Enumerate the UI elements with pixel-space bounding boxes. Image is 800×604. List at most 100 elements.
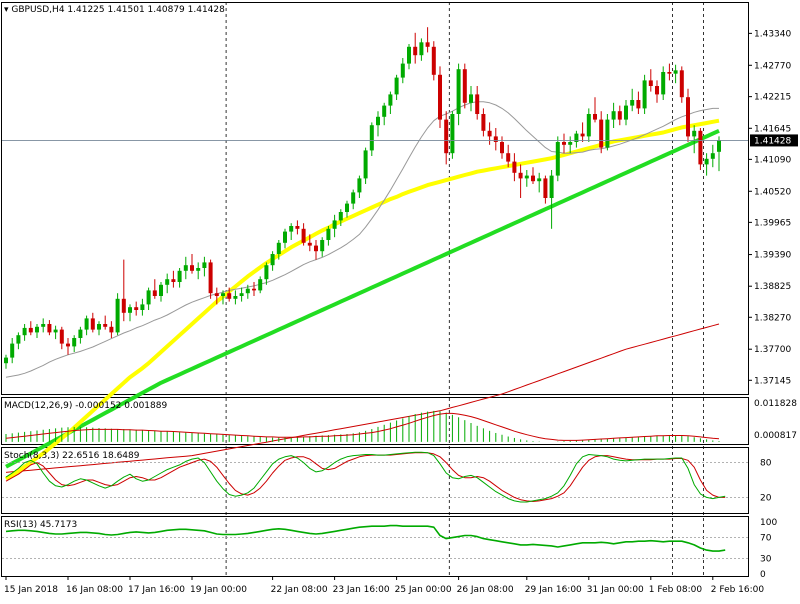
candle-body <box>518 172 523 179</box>
rsi-y-label: 30 <box>760 554 772 564</box>
candle-body <box>345 203 349 212</box>
ma-red-line <box>5 323 720 473</box>
y-tick-label: 1.41645 <box>754 124 791 134</box>
candle-body <box>202 262 207 268</box>
x-tick-label: 26 Jan 08:00 <box>457 585 514 595</box>
macd-pane-title: MACD(12,26,9) -0.000152 0.001889 <box>4 401 167 411</box>
candle-body <box>642 80 647 109</box>
candle-body <box>140 304 145 310</box>
candle-body <box>425 42 430 47</box>
y-tick-label: 1.40520 <box>754 187 791 197</box>
candle-body <box>276 242 281 254</box>
x-tick-label: 19 Jan 00:00 <box>190 585 247 595</box>
candle-body <box>190 265 194 271</box>
candle-body <box>543 178 548 198</box>
candle-body <box>605 119 610 148</box>
candle-body <box>611 111 616 120</box>
candle-body <box>586 114 591 137</box>
candle-body <box>245 288 250 294</box>
x-tick-label: 22 Jan 08:00 <box>271 585 328 595</box>
candle-body <box>661 72 666 95</box>
candle-body <box>679 70 684 98</box>
candle-body <box>673 70 678 74</box>
candle-body <box>431 46 436 75</box>
candle-body <box>258 279 263 291</box>
candle-body <box>134 307 139 310</box>
candle-body <box>326 228 331 240</box>
candle-body <box>438 74 442 120</box>
candle-body <box>35 326 39 333</box>
candle-body <box>128 307 132 313</box>
candle-body <box>524 175 529 179</box>
price-pane-title: ▾ GBPUSD,H4 1.41225 1.41501 1.40879 1.41… <box>4 5 225 15</box>
candle-body <box>655 86 659 95</box>
candle-body <box>121 298 126 313</box>
candle-body <box>314 245 318 252</box>
macd-signal-line <box>5 412 720 441</box>
candle-body <box>369 125 374 151</box>
candle-body <box>47 324 52 333</box>
candle-body <box>487 130 492 137</box>
candle-body <box>320 240 325 252</box>
y-tick-label: 1.37145 <box>754 376 791 386</box>
rsi-y-label: 70 <box>760 534 772 544</box>
candle-body <box>692 130 697 137</box>
last-price-tag <box>750 134 798 147</box>
candle-body <box>382 105 387 117</box>
candle-body <box>53 329 58 333</box>
candle-body <box>531 175 535 182</box>
candle-body <box>580 133 585 137</box>
candle-body <box>667 72 672 74</box>
last-price-label: 1.41428 <box>754 136 791 146</box>
candle-body <box>450 114 455 154</box>
candle-body <box>698 130 703 165</box>
candle-body <box>233 296 238 299</box>
candle-body <box>549 175 554 198</box>
candle-body <box>456 69 461 114</box>
candle-body <box>221 293 225 296</box>
candle-body <box>289 226 294 232</box>
candle-body <box>351 192 356 204</box>
candle-body <box>562 142 566 145</box>
candle-body <box>376 116 380 126</box>
candle-body <box>363 150 368 179</box>
rsi-line <box>5 524 726 552</box>
candle-body <box>159 284 163 296</box>
x-tick-label: 23 Jan 16:00 <box>333 585 390 595</box>
x-tick-label: 31 Jan 00:00 <box>587 585 644 595</box>
candle-body <box>500 142 504 154</box>
candle-body <box>239 293 244 296</box>
candle-body <box>84 318 89 330</box>
y-tick-label: 1.38825 <box>754 282 791 292</box>
macd-pane-frame <box>1 397 749 445</box>
x-tick-label: 1 Feb 08:00 <box>649 585 703 595</box>
candle-body <box>444 119 449 154</box>
candle-body <box>599 119 604 148</box>
x-tick-label: 25 Jan 00:00 <box>395 585 452 595</box>
candle-body <box>41 324 46 327</box>
candle-body <box>357 178 362 193</box>
y-tick-label: 1.39390 <box>754 251 791 261</box>
candle-body <box>90 318 95 330</box>
y-tick-label: 1.41090 <box>754 155 791 165</box>
candle-body <box>252 288 256 291</box>
candle-body <box>307 242 312 246</box>
candle-body <box>227 293 232 299</box>
candle-body <box>630 100 635 106</box>
candle-body <box>413 46 418 56</box>
candle-body <box>72 338 77 347</box>
candle-body <box>97 324 101 330</box>
candle-body <box>512 161 517 173</box>
y-tick-label: 1.39965 <box>754 218 791 228</box>
candle-body <box>400 63 405 78</box>
y-tick-label: 1.37700 <box>754 345 791 355</box>
stoch-y-label: 20 <box>760 493 772 503</box>
candle-body <box>171 279 176 282</box>
candle-body <box>648 80 653 86</box>
stoch-pane-frame <box>1 447 749 514</box>
x-tick-label: 17 Jan 16:00 <box>128 585 185 595</box>
rsi-pane-title: RSI(13) 45.7173 <box>4 520 77 530</box>
